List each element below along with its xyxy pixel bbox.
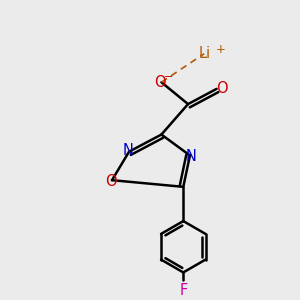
Text: −: − (164, 72, 173, 82)
Text: Li: Li (198, 46, 210, 61)
Text: F: F (179, 283, 188, 298)
Text: N: N (186, 149, 197, 164)
Text: +: + (216, 43, 226, 56)
Text: O: O (105, 174, 116, 189)
Text: N: N (123, 143, 134, 158)
Text: O: O (154, 75, 166, 90)
Text: O: O (216, 81, 227, 96)
